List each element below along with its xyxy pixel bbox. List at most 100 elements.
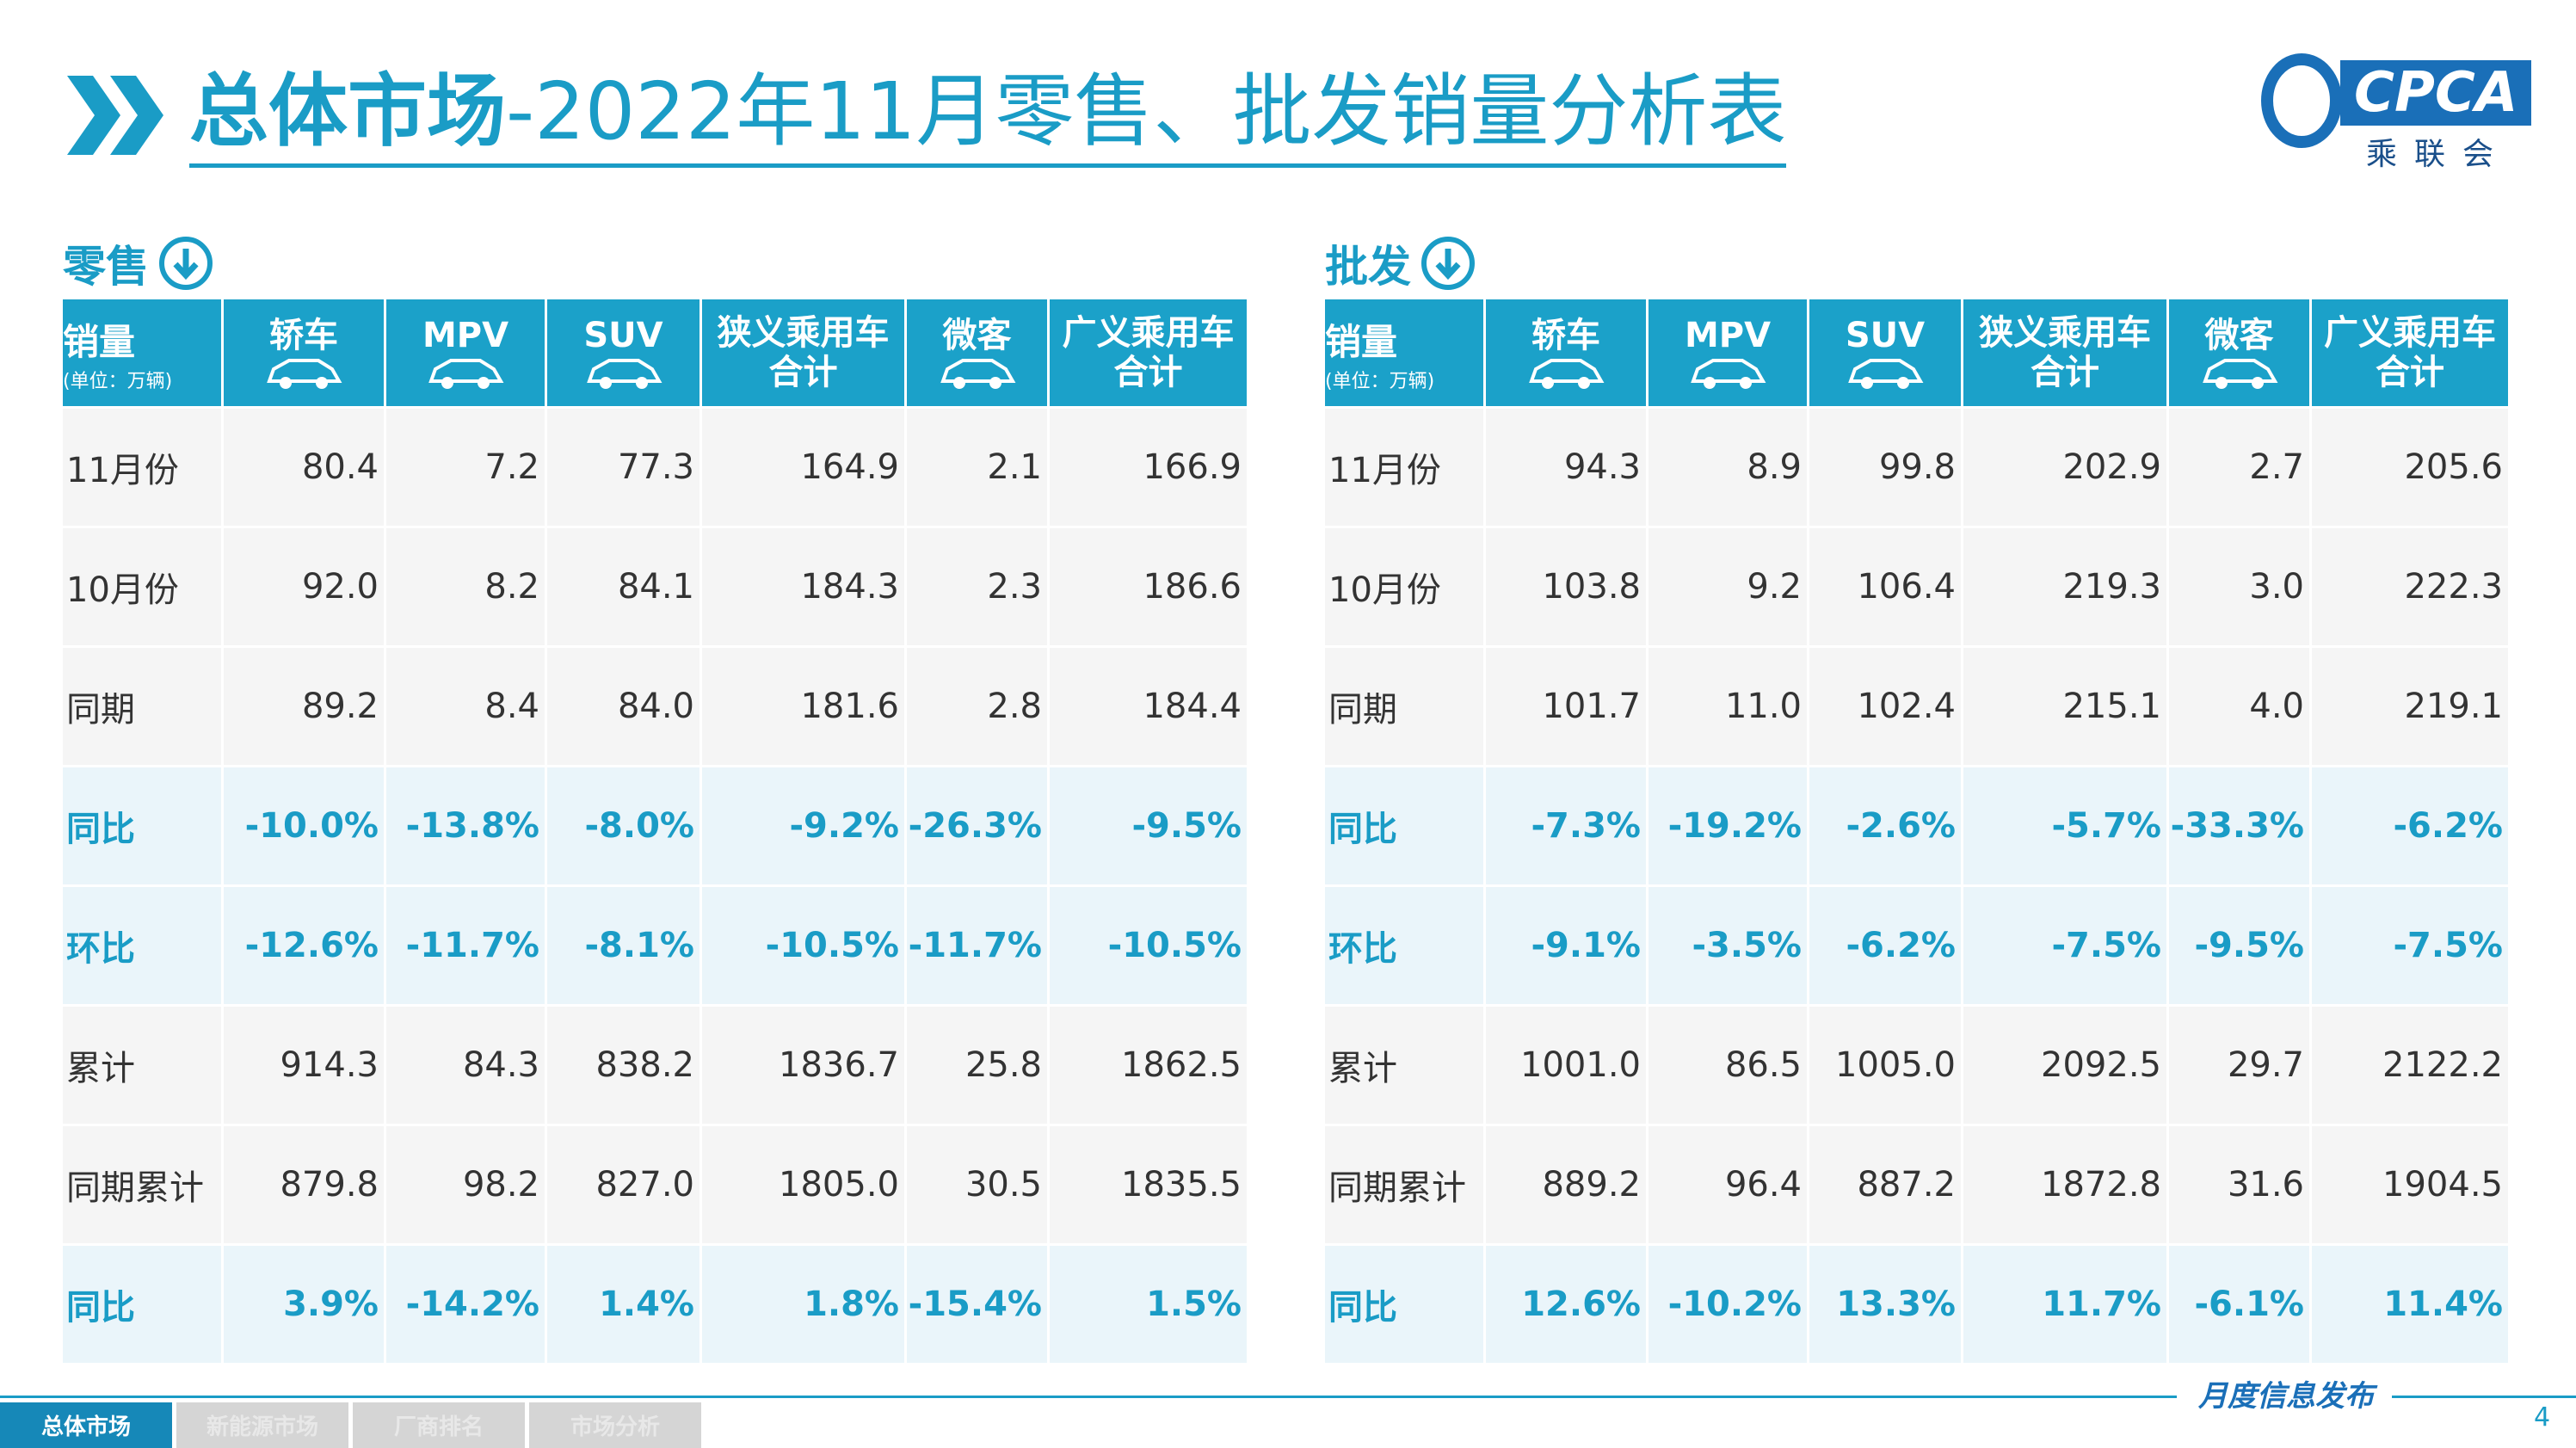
column-header: 轿车 xyxy=(269,316,338,355)
header-cell: SUV xyxy=(1809,299,1963,409)
value-cell: 8.4 xyxy=(386,648,547,767)
car-icon xyxy=(1691,359,1766,389)
car-icon xyxy=(940,359,1015,389)
value-cell: -9.1% xyxy=(1486,887,1649,1007)
value-cell: 4.0 xyxy=(2169,648,2312,767)
value-cell: 827.0 xyxy=(547,1126,702,1246)
value-cell: 1.5% xyxy=(1050,1246,1249,1365)
value-cell: 11.0 xyxy=(1649,648,1809,767)
header-cell: 轿车 xyxy=(224,299,386,409)
value-cell: -6.2% xyxy=(2312,767,2511,887)
car-icon xyxy=(2202,359,2277,389)
value-cell: 1835.5 xyxy=(1050,1126,1249,1246)
value-cell: 1.4% xyxy=(547,1246,702,1365)
row-label: 同期 xyxy=(1325,648,1486,767)
value-cell: 11.4% xyxy=(2312,1246,2511,1365)
row-label: 11月份 xyxy=(63,409,224,528)
header-cell: 微客 xyxy=(907,299,1050,409)
footer-caption: 月度信息发布 xyxy=(2198,1379,2374,1414)
section-title: 零售 xyxy=(63,232,214,294)
value-cell: -9.5% xyxy=(2169,887,2312,1007)
logo: CPCA 乘联会 xyxy=(2254,53,2532,172)
value-cell: 84.0 xyxy=(547,648,702,767)
value-cell: -19.2% xyxy=(1649,767,1809,887)
value-cell: 2.3 xyxy=(907,528,1050,648)
value-cell: 219.1 xyxy=(2312,648,2511,767)
value-cell: -7.5% xyxy=(1963,887,2169,1007)
value-cell: 1.8% xyxy=(702,1246,907,1365)
value-cell: -11.7% xyxy=(907,887,1050,1007)
value-cell: 166.9 xyxy=(1050,409,1249,528)
chevron-icon xyxy=(67,76,163,155)
row-label: 同比 xyxy=(63,1246,224,1365)
header-cell: 销量 (单位：万辆) xyxy=(63,299,224,409)
value-cell: 2.7 xyxy=(2169,409,2312,528)
value-cell: 2122.2 xyxy=(2312,1007,2511,1126)
footer-tab[interactable]: 新能源市场 xyxy=(176,1402,348,1448)
car-icon xyxy=(586,359,662,389)
column-header: 轿车 xyxy=(1531,316,1600,355)
footer-tab[interactable]: 市场分析 xyxy=(529,1402,701,1448)
value-cell: 202.9 xyxy=(1963,409,2169,528)
down-icon xyxy=(1421,237,1475,290)
value-cell: 914.3 xyxy=(224,1007,386,1126)
value-cell: 889.2 xyxy=(1486,1126,1649,1246)
value-cell: 99.8 xyxy=(1809,409,1963,528)
header-cell: 广义乘用车合计 xyxy=(1050,299,1249,409)
value-cell: 2.1 xyxy=(907,409,1050,528)
value-cell: 887.2 xyxy=(1809,1126,1963,1246)
section-title: 批发 xyxy=(1325,232,1476,294)
value-cell: 101.7 xyxy=(1486,648,1649,767)
value-cell: -10.0% xyxy=(224,767,386,887)
value-cell: 1904.5 xyxy=(2312,1126,2511,1246)
down-icon xyxy=(159,237,213,290)
value-cell: -10.5% xyxy=(1050,887,1249,1007)
footer-tab[interactable]: 厂商排名 xyxy=(353,1402,525,1448)
value-cell: 86.5 xyxy=(1649,1007,1809,1126)
value-cell: -15.4% xyxy=(907,1246,1050,1365)
header-cell: MPV xyxy=(386,299,547,409)
value-cell: 13.3% xyxy=(1809,1246,1963,1365)
value-cell: -7.5% xyxy=(2312,887,2511,1007)
value-cell: -6.1% xyxy=(2169,1246,2312,1365)
value-cell: 84.1 xyxy=(547,528,702,648)
value-cell: 838.2 xyxy=(547,1007,702,1126)
value-cell: 879.8 xyxy=(224,1126,386,1246)
car-icon xyxy=(1848,359,1924,389)
column-header: MPV xyxy=(422,316,509,355)
header-cell: MPV xyxy=(1649,299,1809,409)
value-cell: 2092.5 xyxy=(1963,1007,2169,1126)
footer-line xyxy=(2392,1396,2576,1398)
footer-tab[interactable]: 总体市场 xyxy=(0,1402,172,1448)
value-cell: 222.3 xyxy=(2312,528,2511,648)
row-label: 10月份 xyxy=(1325,528,1486,648)
car-icon xyxy=(267,359,342,389)
value-cell: 219.3 xyxy=(1963,528,2169,648)
value-cell: -7.3% xyxy=(1486,767,1649,887)
value-cell: 31.6 xyxy=(2169,1126,2312,1246)
value-cell: 11.7% xyxy=(1963,1246,2169,1365)
unit-note: (单位：万辆) xyxy=(63,370,173,392)
value-cell: 7.2 xyxy=(386,409,547,528)
value-cell: -6.2% xyxy=(1809,887,1963,1007)
value-cell: -13.8% xyxy=(386,767,547,887)
value-cell: 80.4 xyxy=(224,409,386,528)
header-cell: 狭义乘用车合计 xyxy=(702,299,907,409)
value-cell: 106.4 xyxy=(1809,528,1963,648)
value-cell: 96.4 xyxy=(1649,1126,1809,1246)
header-cell: 微客 xyxy=(2169,299,2312,409)
header-cell: SUV xyxy=(547,299,702,409)
value-cell: -8.0% xyxy=(547,767,702,887)
value-cell: -33.3% xyxy=(2169,767,2312,887)
header-cell: 广义乘用车合计 xyxy=(2312,299,2511,409)
value-cell: 29.7 xyxy=(2169,1007,2312,1126)
value-cell: -5.7% xyxy=(1963,767,2169,887)
header-cell: 狭义乘用车合计 xyxy=(1963,299,2169,409)
value-cell: 184.4 xyxy=(1050,648,1249,767)
value-cell: -2.6% xyxy=(1809,767,1963,887)
value-cell: -8.1% xyxy=(547,887,702,1007)
value-cell: 1872.8 xyxy=(1963,1126,2169,1246)
column-header: 微客 xyxy=(942,316,1012,355)
column-header: 广义乘用车合计 xyxy=(2324,313,2496,392)
value-cell: -10.5% xyxy=(702,887,907,1007)
